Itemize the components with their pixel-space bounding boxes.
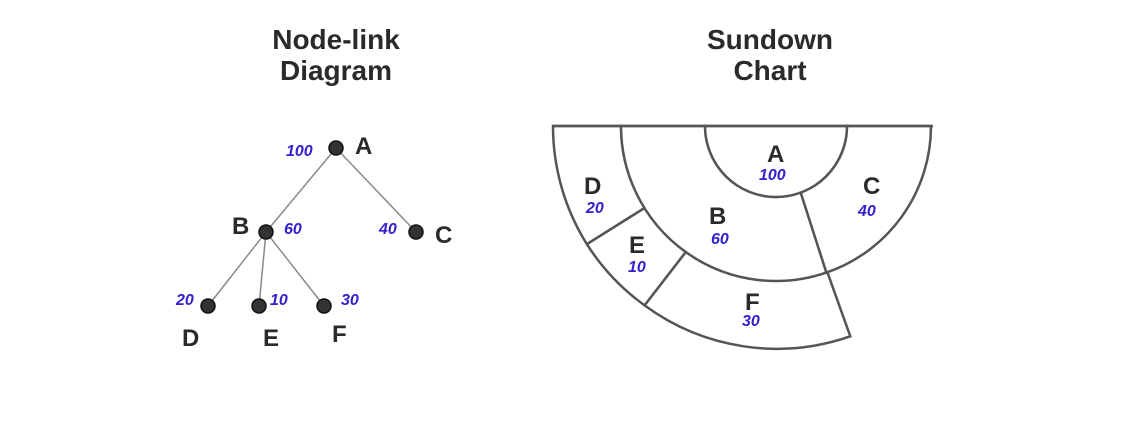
node-b xyxy=(258,224,274,240)
node-e-value: 10 xyxy=(270,292,288,309)
node-e-label: E xyxy=(263,325,279,352)
sector-e-value: 10 xyxy=(628,259,646,276)
sector-b-value: 60 xyxy=(711,231,729,248)
node-c-value: 40 xyxy=(378,221,397,238)
edge-b-d xyxy=(207,231,267,307)
node-f-value: 30 xyxy=(341,292,359,309)
sundown-title: Sundown Chart xyxy=(670,24,870,86)
sector-f-value: 30 xyxy=(742,313,760,330)
sector-e-label: E xyxy=(629,232,645,259)
sector-b-label: B xyxy=(709,203,726,230)
node-e xyxy=(251,298,267,314)
sector-c-value: 40 xyxy=(857,203,876,220)
edge-a-c xyxy=(335,147,417,233)
node-d-value: 20 xyxy=(175,292,194,309)
node-link-title-line1: Node-link xyxy=(272,24,400,55)
node-c xyxy=(408,224,424,240)
node-d xyxy=(200,298,216,314)
sector-a-label: A xyxy=(767,141,784,168)
edge-a-b xyxy=(265,147,337,233)
node-f xyxy=(316,298,332,314)
node-f-label: F xyxy=(332,321,347,348)
sundown-chart: A 100 B 60 C 40 D 20 E 10 F 30 xyxy=(551,124,933,351)
node-c-label: C xyxy=(435,222,452,249)
sector-d-value: 20 xyxy=(585,200,604,217)
sector-d-label: D xyxy=(584,173,601,200)
sector-a-value: 100 xyxy=(759,167,786,184)
sector-a xyxy=(703,124,849,199)
node-b-label: B xyxy=(232,213,249,240)
edge-b-e xyxy=(258,231,267,307)
node-d-label: D xyxy=(182,325,199,352)
node-b-value: 60 xyxy=(284,221,302,238)
node-a-value: 100 xyxy=(286,143,313,160)
node-a-label: A xyxy=(355,133,372,160)
sector-c-label: C xyxy=(863,173,880,200)
edge-b-f xyxy=(265,231,325,307)
node-link-diagram: A 100 B 60 C 40 D 20 E 10 F 30 xyxy=(175,133,452,352)
sector-f-label: F xyxy=(745,289,760,316)
node-link-title: Node-link Diagram xyxy=(236,24,436,86)
sundown-title-line1: Sundown xyxy=(707,24,833,55)
node-a xyxy=(328,140,344,156)
sundown-title-line2: Chart xyxy=(733,55,807,86)
node-link-title-line2: Diagram xyxy=(279,55,393,86)
